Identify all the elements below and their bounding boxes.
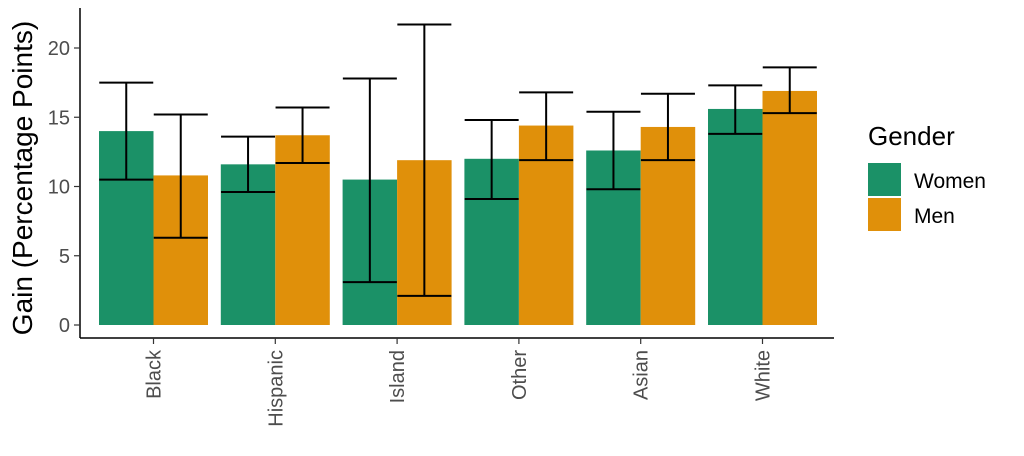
bar-men-white [762, 90, 817, 325]
y-tick-label: 10 [48, 177, 70, 199]
error-bar-men-other [519, 91, 574, 162]
legend: Gender Women Men [868, 121, 986, 231]
error-bar-men-hispanic [275, 106, 330, 164]
error-bar-men-asian [640, 92, 695, 162]
x-tick-label-other: Other [509, 350, 531, 400]
y-tick-label: 15 [48, 107, 70, 129]
y-axis: 0 5 10 15 20 [48, 8, 81, 338]
error-bar-women-white [708, 84, 763, 135]
legend-swatch-women [868, 163, 901, 196]
x-tick-label-island: Island [387, 350, 409, 403]
error-bar-men-white [762, 66, 817, 115]
x-axis: Black Hispanic Island Other Asian White [80, 337, 834, 427]
y-tick-label: 0 [59, 315, 70, 337]
bar-men-hispanic [275, 135, 330, 325]
x-tick-label-white: White [753, 350, 775, 401]
legend-label-men: Men [914, 205, 955, 228]
x-tick-label-black: Black [144, 349, 166, 399]
legend-label-women: Women [914, 170, 986, 193]
y-axis-title: Gain (Percentage Points) [7, 21, 38, 335]
error-bar-women-island [342, 77, 397, 284]
x-tick-label-asian: Asian [631, 350, 653, 400]
error-bar-women-asian [586, 110, 641, 191]
y-tick-label: 5 [59, 246, 70, 268]
legend-title: Gender [868, 121, 955, 151]
plot-area [99, 23, 817, 325]
x-tick-label-hispanic: Hispanic [265, 350, 287, 427]
error-bar-women-black [99, 81, 154, 181]
error-bar-men-island [397, 23, 452, 297]
bar-women-white [708, 108, 763, 325]
error-bar-men-black [153, 113, 208, 239]
legend-swatch-men [868, 198, 901, 231]
error-bar-women-hispanic [221, 135, 276, 194]
error-bar-women-other [464, 119, 519, 200]
y-tick-label: 20 [48, 38, 70, 60]
